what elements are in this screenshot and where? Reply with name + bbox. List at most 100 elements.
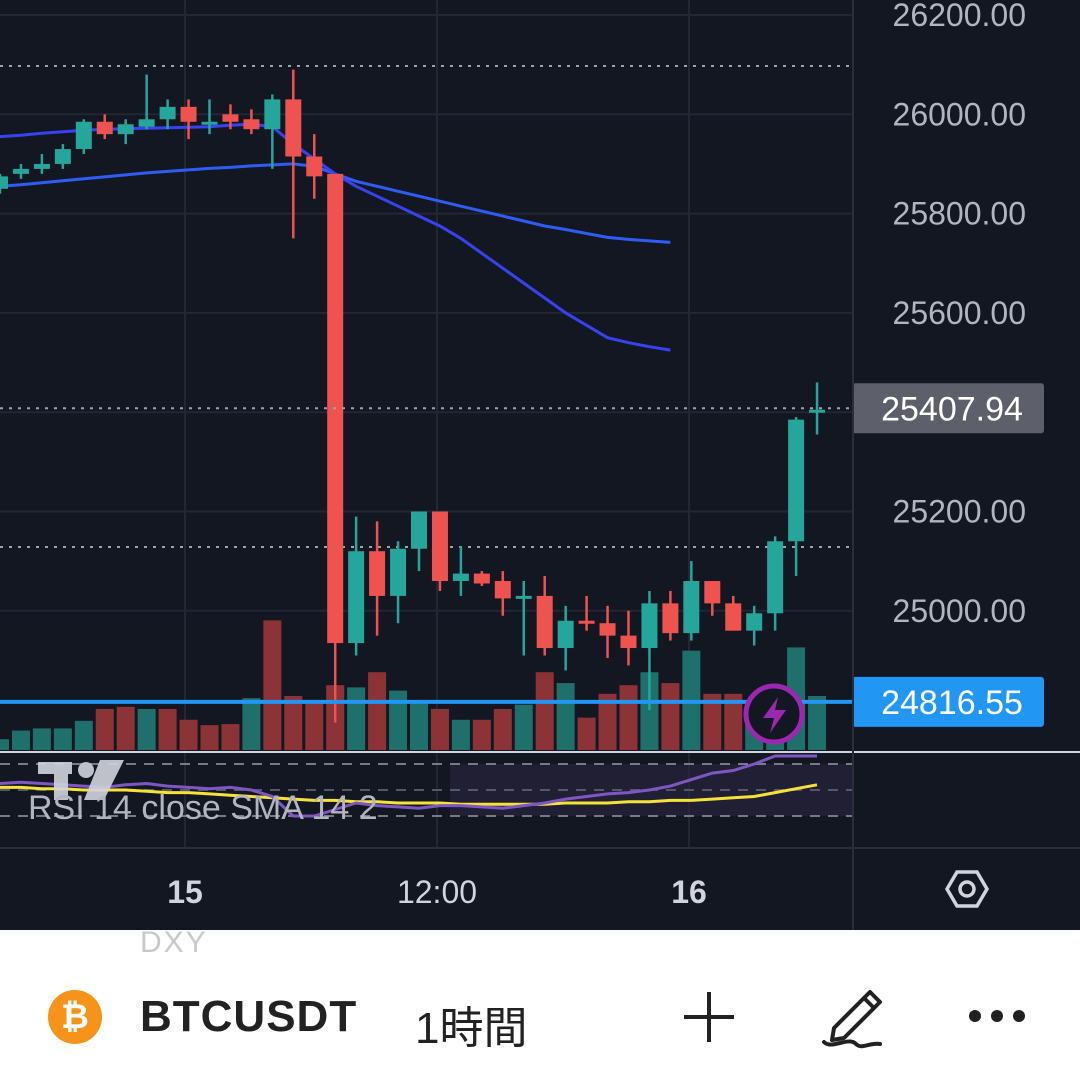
volume-bars	[0, 620, 827, 750]
candles	[0, 69, 826, 723]
volume-bar	[74, 720, 93, 750]
candle	[536, 576, 553, 656]
candle-body	[306, 156, 323, 177]
price-tick-label: 26000.00	[893, 96, 1026, 132]
plus-icon[interactable]	[680, 988, 738, 1046]
candle	[620, 610, 637, 666]
chart-canvas[interactable]: 26200.00 26000.00 25800.00 25600.00 25200.00…	[0, 0, 1080, 930]
candle-body	[515, 595, 532, 599]
settings-icon[interactable]	[944, 870, 990, 908]
candle	[243, 109, 260, 135]
volume-bar	[619, 685, 638, 750]
candle-body	[159, 106, 176, 120]
rsi-sma-line	[0, 783, 818, 806]
candle-body	[180, 106, 197, 122]
candle-body	[33, 163, 50, 169]
volume-bar	[556, 683, 575, 750]
volume-bar	[640, 672, 659, 750]
candle-body	[264, 99, 281, 130]
price-tick-label: 26200.00	[893, 0, 1026, 33]
candle-body	[494, 581, 511, 599]
candle-body	[767, 541, 784, 614]
candle	[117, 119, 134, 145]
candle-body	[411, 511, 427, 549]
price-tick-label: 25000.00	[893, 593, 1026, 629]
volume-bar	[493, 708, 512, 750]
pencil-icon[interactable]	[818, 980, 890, 1052]
price-tick-label: 25600.00	[893, 295, 1026, 331]
candle	[704, 581, 721, 616]
volume-bar	[430, 708, 449, 750]
candle-body	[683, 581, 700, 634]
alert-button[interactable]	[743, 683, 805, 745]
volume-bar	[661, 683, 680, 750]
candle	[264, 94, 281, 169]
candle-body	[620, 635, 637, 649]
volume-bar	[368, 672, 387, 750]
candle	[54, 144, 71, 169]
candle	[809, 382, 826, 435]
more-icon[interactable]	[966, 1006, 1028, 1026]
candle-body	[222, 114, 239, 122]
candle	[180, 99, 197, 140]
candle	[452, 546, 469, 596]
candle-body	[431, 511, 448, 582]
candle	[138, 74, 155, 130]
candle	[641, 590, 658, 711]
current-price-label: 25407.94	[881, 390, 1023, 428]
candle	[75, 119, 92, 155]
candle	[411, 511, 427, 572]
candle-body	[243, 119, 260, 130]
hline-price-badge	[852, 676, 1044, 727]
candle	[96, 114, 113, 140]
hline-price-label: 24816.55	[881, 684, 1023, 722]
candle-body	[746, 613, 763, 631]
candle-body	[75, 121, 92, 150]
volume-bar	[808, 696, 827, 750]
candle	[683, 561, 700, 641]
volume-bar	[200, 725, 219, 750]
candle-body	[599, 623, 616, 636]
time-label-1200: 12:00	[397, 874, 477, 910]
volume-bar	[451, 719, 470, 750]
candle	[222, 104, 239, 130]
volume-bar	[410, 701, 428, 750]
candle	[767, 536, 784, 631]
rsi-line	[0, 754, 817, 818]
candle	[201, 99, 218, 135]
candle	[348, 516, 365, 656]
volume-bar	[472, 719, 491, 750]
candle	[746, 605, 763, 646]
volume-bar	[703, 693, 722, 750]
candle-body	[662, 603, 679, 634]
symbol-button[interactable]: BTCUSDT	[140, 992, 358, 1041]
candle	[159, 99, 176, 130]
candle	[494, 571, 511, 616]
bitcoin-icon[interactable]: ₿	[48, 990, 102, 1044]
volume-bar	[242, 698, 261, 750]
candle	[557, 605, 574, 671]
candle-body	[54, 149, 71, 164]
candle	[578, 595, 595, 631]
rsi-legend[interactable]: RSI 14 close SMA 14 2	[28, 789, 378, 827]
candle	[662, 590, 679, 641]
candle	[327, 173, 344, 723]
volume-bar	[179, 719, 198, 750]
rsi-pane[interactable]	[0, 754, 852, 818]
lightning-icon	[763, 697, 786, 733]
time-axis[interactable]: 15 12:00 16	[167, 874, 707, 910]
candle-body	[390, 548, 407, 596]
interval-button[interactable]: 1時間	[415, 1004, 528, 1053]
volume-bar	[514, 704, 533, 750]
candle-body	[348, 551, 365, 644]
candle	[431, 511, 448, 591]
volume-bar	[305, 701, 324, 750]
volume-bar	[0, 739, 9, 750]
candle	[788, 417, 805, 577]
candle	[599, 605, 616, 658]
candle-body	[96, 121, 113, 135]
volume-bar	[95, 708, 114, 750]
price-axis[interactable]: 26200.00 26000.00 25800.00 25600.00 25200.00…	[893, 0, 1026, 629]
candle-body	[12, 168, 29, 174]
